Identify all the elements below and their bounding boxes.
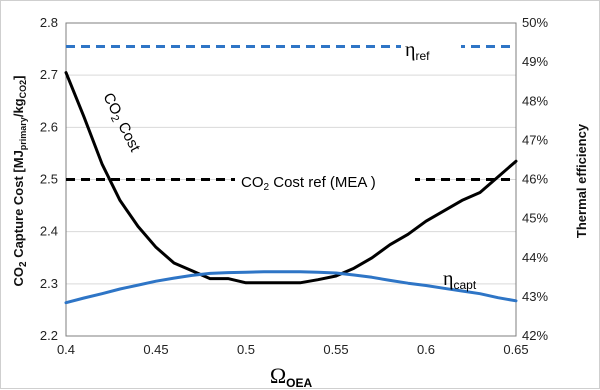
series-line-1	[64, 270, 518, 305]
x-axis-title: ΩOEA	[270, 363, 313, 390]
annotation-co2-ref-background	[235, 171, 415, 191]
x-tick-label: 0.5	[237, 342, 255, 357]
x-tick-label: 0.55	[323, 342, 348, 357]
annotation-eta-ref-background	[401, 37, 461, 61]
right-axis-title: Thermal efficiency	[574, 123, 589, 238]
left-tick-labels: 2.2 2.3 2.4 2.5 2.6 2.7 2.8	[40, 15, 58, 343]
right-tick-label: 42%	[522, 328, 548, 343]
right-tick-labels: 42% 43% 44% 45% 46% 47% 48% 49% 50%	[522, 15, 548, 343]
left-tick-label: 2.8	[40, 15, 58, 30]
right-tick-label: 46%	[522, 172, 548, 187]
left-tick-label: 2.2	[40, 328, 58, 343]
x-tick-label: 0.4	[57, 342, 75, 357]
left-tick-label: 2.4	[40, 224, 58, 239]
left-tick-label: 2.6	[40, 119, 58, 134]
annotation-eta-ref: ηref	[405, 39, 430, 63]
x-tick-label: 0.45	[143, 342, 168, 357]
left-tick-label: 2.3	[40, 276, 58, 291]
series-line-0	[64, 71, 518, 285]
left-tick-label: 2.5	[40, 172, 58, 187]
annotation-co2-cost: CO2 Cost	[98, 90, 144, 156]
right-tick-label: 43%	[522, 289, 548, 304]
right-tick-label: 44%	[522, 250, 548, 265]
right-tick-label: 45%	[522, 211, 548, 226]
left-axis-title: CO2 Capture Cost [MJprimary/kgCO2]	[11, 76, 29, 287]
annotation-co2-cost-ref: CO2 Cost ref (MEA )	[241, 174, 376, 193]
x-tick-labels: 0.4 0.45 0.5 0.55 0.6 0.65	[57, 342, 529, 357]
right-tick-label: 50%	[522, 15, 548, 30]
annotation-eta-capt: ηcapt	[443, 268, 477, 292]
left-tick-label: 2.7	[40, 67, 58, 82]
right-tick-label: 47%	[522, 132, 548, 147]
x-tick-label: 0.6	[417, 342, 435, 357]
right-tick-label: 49%	[522, 54, 548, 69]
x-tick-label: 0.65	[503, 342, 528, 357]
right-tick-label: 48%	[522, 93, 548, 108]
svg-text:CO2 Cost: CO2 Cost	[98, 90, 144, 156]
